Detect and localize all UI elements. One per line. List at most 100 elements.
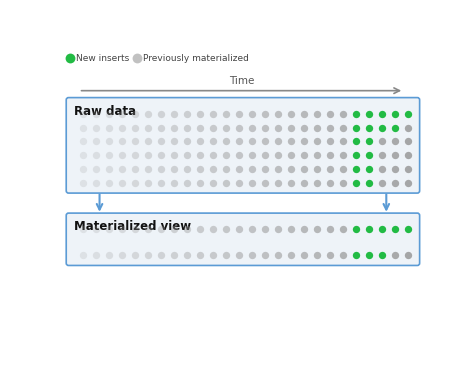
Point: [300, 138, 308, 144]
Point: [170, 253, 177, 259]
Point: [235, 125, 243, 131]
Point: [261, 125, 269, 131]
Point: [105, 125, 112, 131]
Point: [222, 180, 229, 186]
Point: [222, 253, 229, 259]
Point: [118, 138, 125, 144]
Point: [339, 111, 346, 117]
Point: [365, 166, 373, 172]
Point: [209, 253, 217, 259]
Point: [326, 125, 334, 131]
Point: [248, 152, 255, 158]
Point: [183, 253, 191, 259]
Point: [118, 180, 125, 186]
Point: [105, 180, 112, 186]
Point: [133, 55, 141, 61]
Point: [391, 111, 399, 117]
Point: [131, 138, 138, 144]
Point: [183, 111, 191, 117]
Point: [287, 166, 295, 172]
FancyBboxPatch shape: [66, 213, 419, 265]
Point: [287, 180, 295, 186]
Point: [131, 111, 138, 117]
Point: [170, 152, 177, 158]
Point: [404, 166, 412, 172]
Point: [391, 152, 399, 158]
Point: [365, 125, 373, 131]
Point: [196, 226, 203, 232]
Text: Raw data: Raw data: [74, 104, 136, 118]
Point: [352, 253, 360, 259]
Point: [391, 138, 399, 144]
Point: [157, 253, 164, 259]
Point: [339, 125, 346, 131]
Point: [105, 226, 112, 232]
Point: [287, 138, 295, 144]
Point: [404, 253, 412, 259]
Point: [196, 166, 203, 172]
Point: [287, 152, 295, 158]
Point: [326, 138, 334, 144]
Point: [313, 180, 320, 186]
Point: [92, 138, 100, 144]
Point: [404, 152, 412, 158]
Point: [170, 180, 177, 186]
Point: [131, 180, 138, 186]
Point: [92, 180, 100, 186]
Point: [287, 111, 295, 117]
Point: [144, 125, 151, 131]
Point: [326, 111, 334, 117]
Point: [92, 111, 100, 117]
Point: [261, 111, 269, 117]
Point: [287, 253, 295, 259]
Point: [261, 152, 269, 158]
Point: [313, 111, 320, 117]
Point: [300, 166, 308, 172]
Point: [378, 166, 386, 172]
Point: [196, 152, 203, 158]
Point: [261, 226, 269, 232]
Point: [378, 152, 386, 158]
Point: [300, 111, 308, 117]
Point: [79, 166, 86, 172]
Point: [300, 253, 308, 259]
Point: [170, 111, 177, 117]
Point: [326, 152, 334, 158]
Point: [378, 253, 386, 259]
Point: [92, 166, 100, 172]
Point: [209, 180, 217, 186]
Point: [222, 166, 229, 172]
Point: [287, 226, 295, 232]
Point: [274, 166, 282, 172]
Point: [352, 166, 360, 172]
Point: [378, 138, 386, 144]
Point: [326, 253, 334, 259]
Point: [92, 226, 100, 232]
Point: [79, 111, 86, 117]
Point: [235, 138, 243, 144]
Point: [352, 125, 360, 131]
Point: [92, 125, 100, 131]
Point: [248, 138, 255, 144]
Point: [196, 253, 203, 259]
Point: [274, 111, 282, 117]
Point: [222, 111, 229, 117]
Point: [365, 152, 373, 158]
Point: [222, 226, 229, 232]
Point: [66, 55, 74, 61]
Point: [339, 152, 346, 158]
Point: [157, 180, 164, 186]
Point: [248, 226, 255, 232]
Point: [339, 166, 346, 172]
Point: [157, 226, 164, 232]
Point: [144, 226, 151, 232]
Point: [144, 253, 151, 259]
Text: Time: Time: [228, 76, 254, 86]
Point: [365, 180, 373, 186]
Point: [339, 253, 346, 259]
Point: [326, 180, 334, 186]
Point: [248, 125, 255, 131]
Point: [248, 166, 255, 172]
Point: [209, 152, 217, 158]
Point: [118, 253, 125, 259]
